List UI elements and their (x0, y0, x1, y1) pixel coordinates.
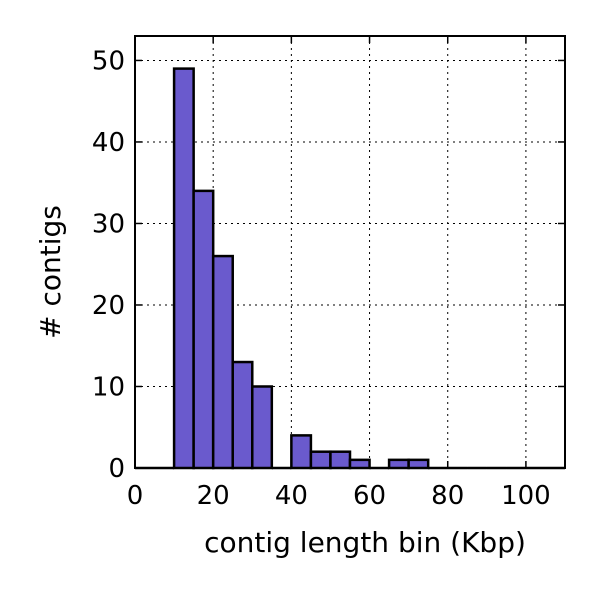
x-tick-label: 60 (353, 481, 386, 511)
histogram-bar (407, 458, 430, 470)
x-axis-label: contig length bin (Kbp) (204, 526, 526, 559)
y-tick-label: 30 (92, 209, 125, 239)
y-tick-label: 50 (92, 46, 125, 76)
plot-frame (134, 35, 566, 469)
histogram-bar (192, 189, 215, 470)
x-tick-label: 100 (501, 481, 551, 511)
y-tick-label: 40 (92, 128, 125, 158)
x-tick-label: 20 (197, 481, 230, 511)
histogram-bar (172, 67, 195, 470)
y-tick-label: 0 (108, 454, 125, 484)
histogram-bar (309, 450, 332, 470)
y-tick-label: 20 (92, 291, 125, 321)
x-tick-label: 0 (127, 481, 144, 511)
y-tick-label: 10 (92, 372, 125, 402)
histogram-bar (348, 458, 371, 470)
histogram-bar (251, 385, 274, 470)
histogram-bar (290, 434, 313, 470)
x-tick-label: 80 (431, 481, 464, 511)
x-tick-label: 40 (275, 481, 308, 511)
ticks-layer: 0 20 40 60 80 100 0 10 20 30 40 50 (92, 36, 565, 511)
y-axis-label: # contigs (34, 205, 67, 339)
bars-layer (135, 67, 565, 470)
histogram-bar (231, 360, 254, 470)
histogram-bar (211, 254, 234, 470)
histogram-bar (329, 450, 352, 470)
histogram-bar (387, 458, 410, 470)
